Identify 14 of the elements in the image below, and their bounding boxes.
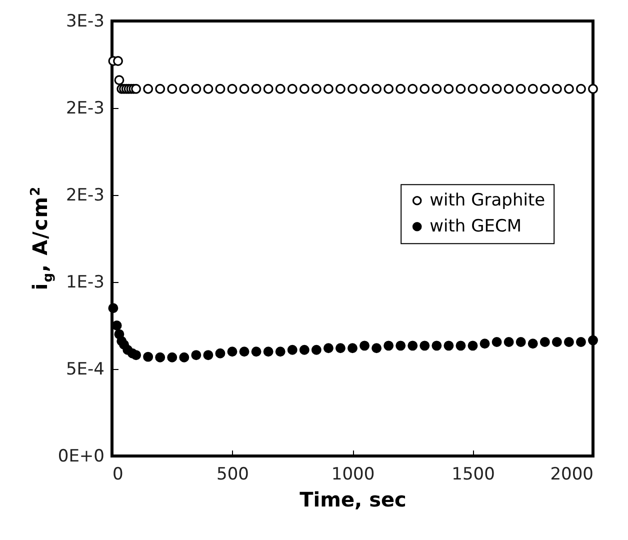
y-tick-label: 2E-3 xyxy=(66,98,104,118)
x-axis-title: Time, sec xyxy=(300,488,406,512)
x-tick-label: 1000 xyxy=(331,464,375,484)
x-tick-label: 500 xyxy=(216,464,249,484)
x-tick-label: 1500 xyxy=(452,464,495,484)
y-tick-label: 5E-4 xyxy=(66,360,104,380)
legend-label: with GECM xyxy=(430,216,522,237)
y-tick-label: 2E-3 xyxy=(66,186,104,206)
y-tick-label: 3E-3 xyxy=(66,12,104,32)
legend-label: with Graphite xyxy=(430,190,546,211)
x-tick-label: 0 xyxy=(112,464,124,484)
y-tick-label: 1E-3 xyxy=(66,272,104,292)
x-tick-label: 2000 xyxy=(550,464,594,484)
y-tick-label: 0E+0 xyxy=(58,446,104,466)
